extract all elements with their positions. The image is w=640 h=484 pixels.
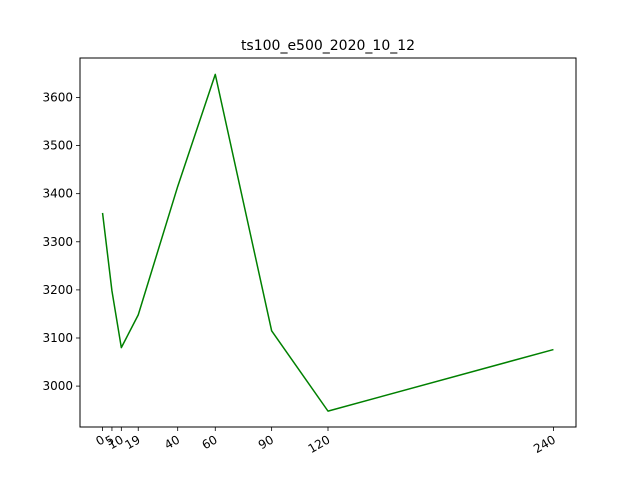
y-tick-label: 3100 [42,331,73,345]
y-tick-label: 3500 [42,139,73,153]
x-tick-label: 19 [123,432,143,452]
y-axis: 3000 3100 3200 3300 3400 3500 3600 [42,90,80,393]
x-tick-label: 10 [106,432,126,452]
y-tick-label: 3000 [42,379,73,393]
y-tick-label: 3400 [42,187,73,201]
y-tick-label: 3200 [42,283,73,297]
series-layer [101,73,554,412]
series-line-0 [101,73,554,412]
y-tick-label: 3600 [42,90,73,104]
y-tick-label: 3300 [42,235,73,249]
plot-frame [79,57,577,428]
x-tick-label: 40 [162,432,182,452]
x-tick-label: 60 [200,432,220,452]
x-tick-label: 90 [256,432,276,452]
chart-title: ts100_e500_2020_10_12 [241,38,415,54]
